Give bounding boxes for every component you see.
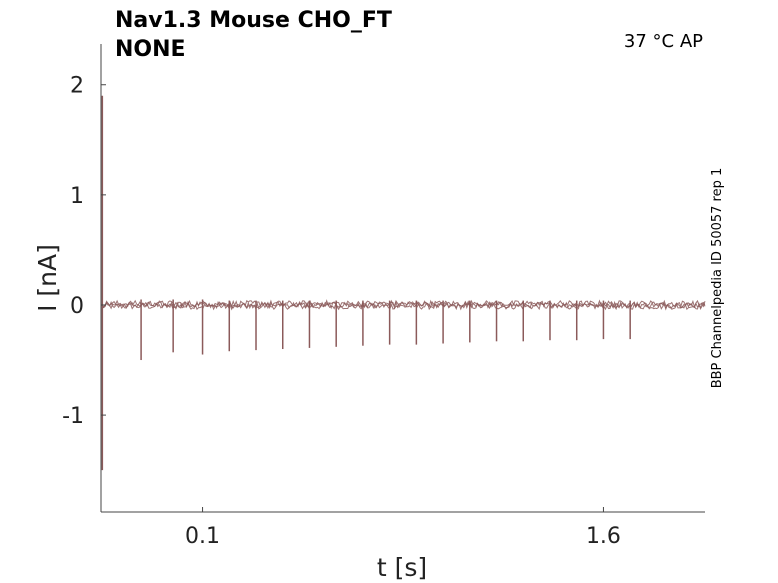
x-tick-label: 0.1 xyxy=(185,524,220,549)
chart-title-line2: NONE xyxy=(115,37,186,62)
channelpedia-id-label: BBP Channelpedia ID 50057 rep 1 xyxy=(710,168,725,389)
plot-area xyxy=(101,95,706,471)
y-tick-group: -1 0 1 2 xyxy=(62,74,106,429)
conditions-label: 37 °C AP xyxy=(624,31,703,52)
y-axis-label: I [nA] xyxy=(33,244,62,312)
x-axis-label: t [s] xyxy=(377,553,427,582)
y-tick-label: -1 xyxy=(62,404,84,429)
chart-title-line1: Nav1.3 Mouse CHO_FT xyxy=(115,8,392,33)
x-tick-group: 0.1 1.6 xyxy=(185,507,621,549)
y-tick-label: 1 xyxy=(70,184,84,209)
y-tick-label: 2 xyxy=(70,74,84,99)
x-tick-label: 1.6 xyxy=(586,524,621,549)
y-tick-label: 0 xyxy=(70,294,84,319)
